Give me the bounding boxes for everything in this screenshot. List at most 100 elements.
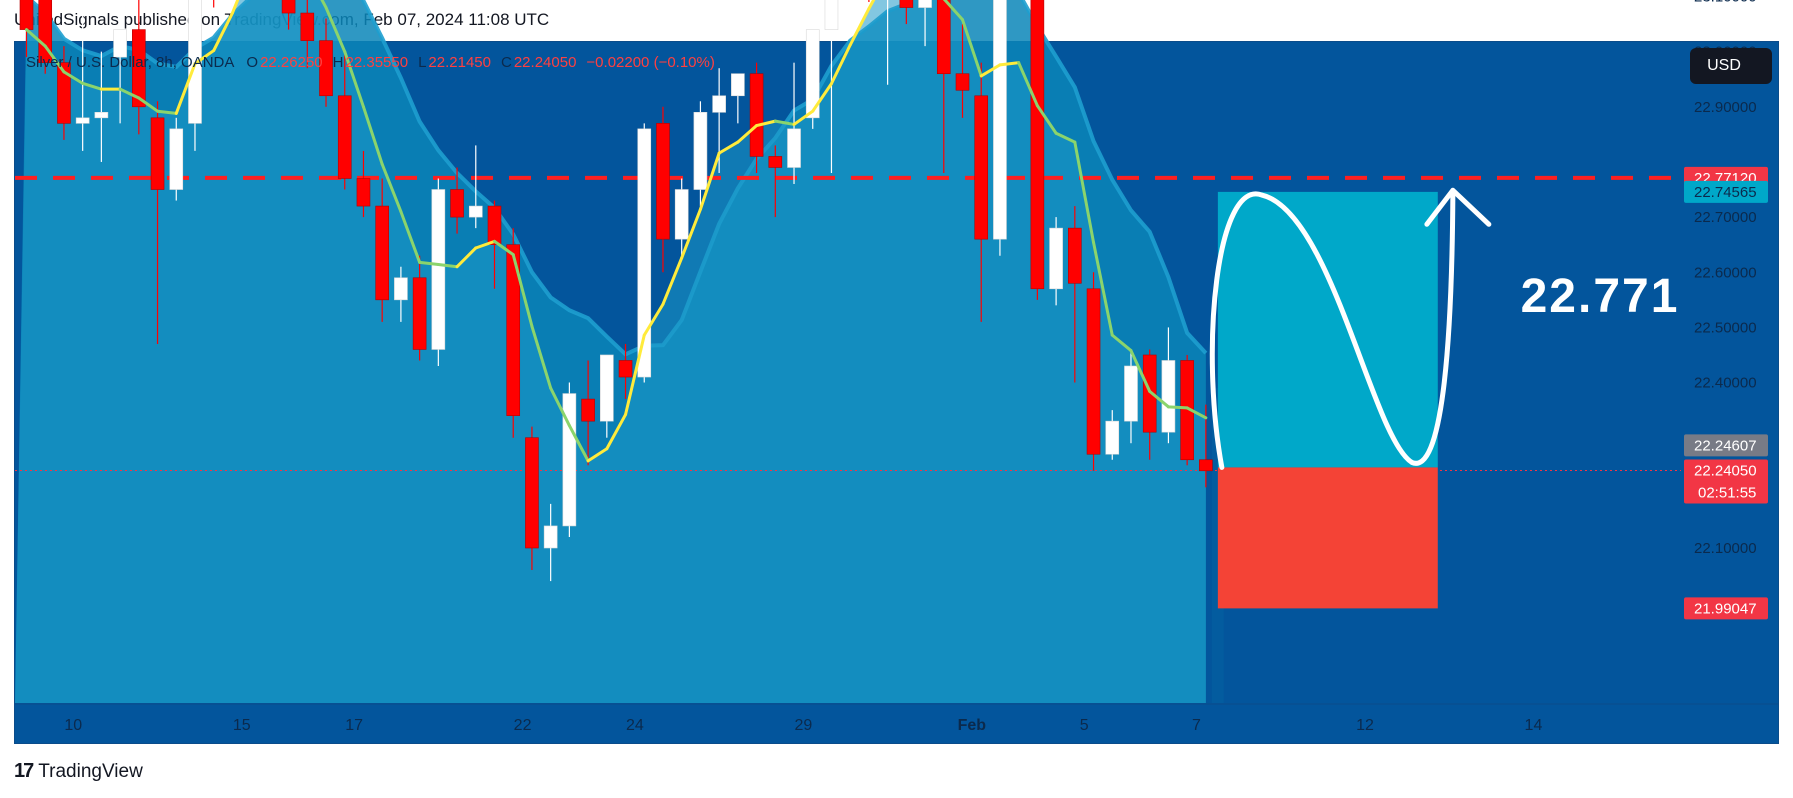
- candle: [375, 178, 389, 322]
- candle: [1124, 349, 1138, 444]
- long-position-tool[interactable]: [1217, 191, 1438, 609]
- candle-body: [768, 156, 783, 168]
- target-price-annotation: 22.771: [1521, 270, 1680, 323]
- ohlc-legend: Silver / U.S. Dollar, 8h, OANDA O 22.26250…: [26, 54, 725, 71]
- candle: [955, 24, 970, 118]
- candle-body: [1199, 459, 1213, 472]
- slow-ma-line: [27, 0, 1208, 357]
- fast-ma-segment: [1110, 333, 1133, 353]
- candle: [1030, 0, 1045, 300]
- x-tick-label: 7: [1192, 717, 1201, 734]
- fast-ma-segment: [399, 210, 422, 264]
- candle-body: [674, 189, 689, 240]
- candles-group: [19, 0, 1213, 582]
- candle-body: [132, 29, 146, 108]
- fast-ma-segment: [586, 447, 609, 463]
- wave-sketch: [1209, 191, 1456, 470]
- fast-ma-segment: [1129, 349, 1152, 393]
- candle: [281, 0, 296, 30]
- candle: [1068, 206, 1082, 383]
- fast-ma-segment: [324, 6, 347, 54]
- candle: [731, 73, 745, 124]
- candle: [936, 0, 951, 173]
- candle: [132, 0, 146, 135]
- candle-body: [169, 128, 184, 190]
- fast-ma-segment: [605, 413, 628, 451]
- x-tick-label: Feb: [958, 717, 987, 734]
- fast-ma-segment: [511, 253, 534, 328]
- candle-body: [38, 0, 53, 63]
- candle: [150, 101, 165, 344]
- candle: [213, 0, 215, 8]
- fast-ma-segment: [755, 119, 777, 128]
- fast-ma-segment: [642, 302, 665, 337]
- fast-ma-segment: [1035, 104, 1058, 135]
- candle-body: [936, 0, 951, 75]
- candle-body: [188, 0, 202, 124]
- x-tick-label: 24: [626, 717, 644, 734]
- candle: [562, 382, 577, 537]
- candle-body: [749, 73, 764, 157]
- fast-ma-segment: [979, 63, 1002, 78]
- candle-body: [113, 29, 127, 58]
- candle: [337, 51, 352, 190]
- candle-body: [805, 29, 820, 119]
- fast-ma-segment: [343, 50, 365, 109]
- price-label-value: 22.74565: [1694, 184, 1757, 201]
- candle-body: [300, 12, 315, 41]
- candle: [169, 117, 184, 201]
- tradingview-logo-icon: 17: [14, 760, 34, 782]
- y-tick-label: 22.40000: [1694, 375, 1757, 392]
- open-key: O: [246, 54, 259, 71]
- y-tick-label: 22.60000: [1694, 264, 1757, 281]
- candle-body: [974, 95, 989, 240]
- fast-ma-segment: [436, 263, 459, 269]
- candle-body: [712, 95, 726, 113]
- candle: [805, 0, 820, 129]
- candle: [993, 0, 1007, 256]
- fast-ma-segment: [156, 109, 178, 115]
- fast-ma-segment: [174, 62, 197, 115]
- candle: [57, 46, 71, 140]
- candle-body: [412, 277, 427, 350]
- close-value: 22.24050: [513, 54, 577, 71]
- candle-body: [1068, 227, 1082, 284]
- fast-ma-segment: [212, 11, 234, 53]
- fast-ma-segment: [81, 81, 103, 91]
- footer-brand: 17 TradingView: [14, 760, 143, 783]
- candle-body: [637, 128, 652, 378]
- candle: [412, 255, 427, 361]
- arrow-up-icon: [1424, 187, 1492, 227]
- fast-ma-segment: [661, 256, 684, 306]
- candle: [749, 62, 764, 173]
- y-tick-label: 22.50000: [1694, 319, 1757, 336]
- candle-body: [993, 0, 1007, 240]
- candle-body: [356, 178, 371, 207]
- candle: [319, 18, 333, 107]
- candle-body: [431, 189, 446, 350]
- fast-ma-segment: [829, 43, 852, 86]
- candle: [543, 503, 558, 582]
- candle: [38, 0, 53, 74]
- fast-ma-segment: [792, 109, 815, 126]
- candle-body: [656, 123, 670, 240]
- candle-body: [375, 205, 389, 301]
- fast-ma-segment: [1148, 389, 1170, 409]
- candle: [525, 426, 539, 571]
- candle: [674, 178, 689, 256]
- candle: [113, 7, 127, 124]
- fast-ma-segment: [736, 124, 759, 144]
- candle: [600, 354, 614, 438]
- candle: [824, 0, 839, 173]
- currency-button[interactable]: USD: [1690, 48, 1772, 84]
- low-value: 22.21450: [428, 54, 491, 71]
- candle: [487, 200, 502, 289]
- x-tick-label: 15: [233, 717, 251, 734]
- price-axis: 23.2000023.1000023.0000022.9000022.70000…: [1694, 0, 1757, 557]
- time-axis: 10 15 17 22 24 29 Feb 5 7 12 14: [15, 703, 1779, 734]
- candle-body: [600, 354, 614, 422]
- fast-ma-segment: [380, 162, 403, 214]
- candle-body: [899, 0, 914, 8]
- fast-ma-segment: [942, 0, 964, 22]
